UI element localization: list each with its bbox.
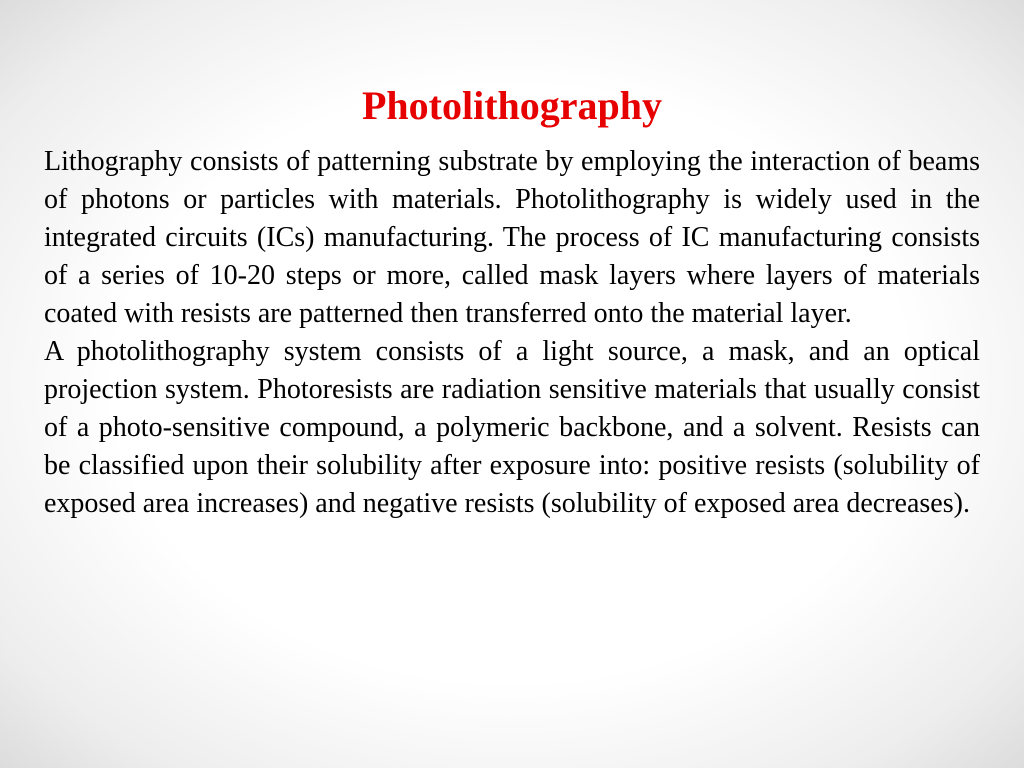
- body-paragraph-1: Lithography consists of patterning subst…: [44, 143, 980, 333]
- slide-container: Photolithography Lithography consists of…: [0, 0, 1024, 768]
- body-paragraph-2: A photolithography system consists of a …: [44, 333, 980, 523]
- slide-title: Photolithography: [44, 82, 980, 129]
